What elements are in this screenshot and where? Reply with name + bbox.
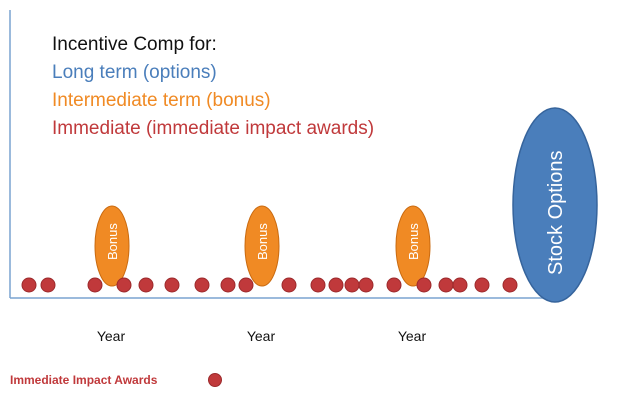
immediate-award-dot [87, 277, 103, 293]
stock-options-ellipse: Stock Options [512, 107, 598, 303]
legend-intermediate-term: Intermediate term (bonus) [52, 90, 271, 111]
immediate-award-dot [310, 277, 326, 293]
stock-options-label: Stock Options [545, 150, 567, 275]
footer-award-dot-icon [208, 373, 222, 387]
bonus-label: Bonus [255, 223, 270, 260]
bonus-ellipse: Bonus [395, 205, 431, 287]
bonus-ellipse: Bonus [244, 205, 280, 287]
year-label: Year [96, 328, 126, 344]
immediate-award-dot [474, 277, 490, 293]
immediate-award-dot [328, 277, 344, 293]
legend-immediate: Immediate (immediate impact awards) [52, 118, 375, 139]
legend-heading: Incentive Comp for: [52, 34, 217, 55]
immediate-award-dot [344, 277, 360, 293]
immediate-award-dot [116, 277, 132, 293]
footer-label: Immediate Impact Awards [10, 373, 158, 387]
immediate-award-dot [220, 277, 236, 293]
immediate-award-dot [438, 277, 454, 293]
immediate-award-dot [194, 277, 210, 293]
immediate-award-dot [281, 277, 297, 293]
immediate-award-dot [164, 277, 180, 293]
immediate-award-dot [40, 277, 56, 293]
immediate-award-dots [21, 277, 518, 293]
immediate-award-dot [138, 277, 154, 293]
immediate-award-dot [386, 277, 402, 293]
year-label: Year [397, 328, 427, 344]
immediate-award-dot [21, 277, 37, 293]
immediate-award-dot [502, 277, 518, 293]
bonus-ellipse: Bonus [94, 205, 130, 287]
immediate-award-dot [452, 277, 468, 293]
bonus-label: Bonus [406, 223, 421, 260]
legend-long-term: Long term (options) [52, 62, 217, 83]
immediate-award-dot [238, 277, 254, 293]
immediate-award-dot [358, 277, 374, 293]
bonus-label: Bonus [105, 223, 120, 260]
immediate-award-dot [416, 277, 432, 293]
year-label: Year [246, 328, 276, 344]
